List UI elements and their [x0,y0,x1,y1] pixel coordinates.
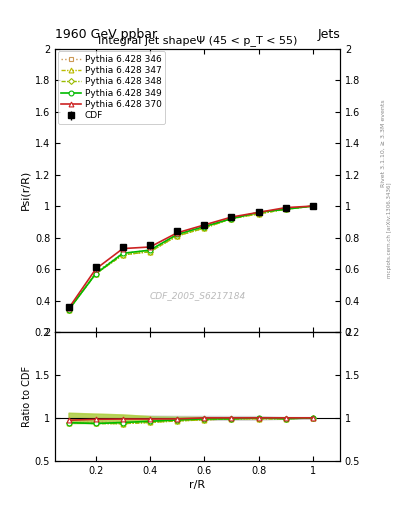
Pythia 6.428 349 [66,307,71,313]
Pythia 6.428 348 [310,203,315,209]
Pythia 6.428 347 [310,203,315,209]
Pythia 6.428 348 [256,211,261,217]
Pythia 6.428 370 [256,209,261,216]
Line: Pythia 6.428 349: Pythia 6.428 349 [66,204,315,312]
Pythia 6.428 348 [121,252,125,258]
Pythia 6.428 348 [202,225,207,231]
Pythia 6.428 346 [175,231,180,238]
Text: mcplots.cern.ch [arXiv:1306.3436]: mcplots.cern.ch [arXiv:1306.3436] [387,183,391,278]
Pythia 6.428 346 [256,209,261,216]
Y-axis label: Psi(r/R): Psi(r/R) [20,170,31,210]
Pythia 6.428 370 [148,244,152,250]
Text: 1960 GeV ppbar: 1960 GeV ppbar [55,28,157,41]
Line: Pythia 6.428 370: Pythia 6.428 370 [66,204,315,311]
Pythia 6.428 348 [94,271,98,277]
Pythia 6.428 346 [121,250,125,257]
Pythia 6.428 370 [310,203,315,209]
Pythia 6.428 347 [121,252,125,258]
Pythia 6.428 349 [202,223,207,229]
Legend: Pythia 6.428 346, Pythia 6.428 347, Pythia 6.428 348, Pythia 6.428 349, Pythia 6: Pythia 6.428 346, Pythia 6.428 347, Pyth… [58,51,165,124]
Pythia 6.428 347 [175,233,180,239]
Text: Rivet 3.1.10, ≥ 3.3M events: Rivet 3.1.10, ≥ 3.3M events [381,99,386,187]
Pythia 6.428 347 [202,225,207,231]
Pythia 6.428 347 [283,206,288,212]
X-axis label: r/R: r/R [189,480,206,490]
Pythia 6.428 370 [229,214,234,220]
Line: Pythia 6.428 348: Pythia 6.428 348 [66,204,315,312]
Pythia 6.428 346 [202,223,207,229]
Pythia 6.428 348 [229,216,234,222]
Pythia 6.428 349 [229,216,234,222]
Pythia 6.428 347 [66,307,71,313]
Pythia 6.428 349 [283,206,288,212]
Pythia 6.428 349 [175,231,180,238]
Pythia 6.428 370 [66,305,71,311]
Pythia 6.428 346 [229,216,234,222]
Pythia 6.428 349 [148,247,152,253]
Text: Jets: Jets [317,28,340,41]
Pythia 6.428 370 [121,245,125,251]
Pythia 6.428 349 [121,250,125,257]
Pythia 6.428 349 [310,203,315,209]
Pythia 6.428 347 [256,211,261,217]
Pythia 6.428 370 [283,205,288,211]
Pythia 6.428 346 [94,269,98,275]
Pythia 6.428 348 [148,249,152,255]
Pythia 6.428 348 [66,307,71,313]
Pythia 6.428 370 [202,222,207,228]
Line: Pythia 6.428 347: Pythia 6.428 347 [66,204,315,312]
Pythia 6.428 349 [94,271,98,277]
Pythia 6.428 346 [310,203,315,209]
Pythia 6.428 370 [94,266,98,272]
Y-axis label: Ratio to CDF: Ratio to CDF [22,366,32,427]
Title: Integral jet shapeΨ (45 < p_T < 55): Integral jet shapeΨ (45 < p_T < 55) [98,35,297,46]
Pythia 6.428 370 [175,230,180,236]
Line: Pythia 6.428 346: Pythia 6.428 346 [66,204,315,312]
Pythia 6.428 346 [66,307,71,313]
Pythia 6.428 346 [283,206,288,212]
Pythia 6.428 347 [229,216,234,222]
Pythia 6.428 347 [148,249,152,255]
Pythia 6.428 347 [94,271,98,277]
Text: CDF_2005_S6217184: CDF_2005_S6217184 [149,291,246,300]
Pythia 6.428 349 [256,209,261,216]
Pythia 6.428 348 [283,206,288,212]
Pythia 6.428 348 [175,233,180,239]
Pythia 6.428 346 [148,247,152,253]
